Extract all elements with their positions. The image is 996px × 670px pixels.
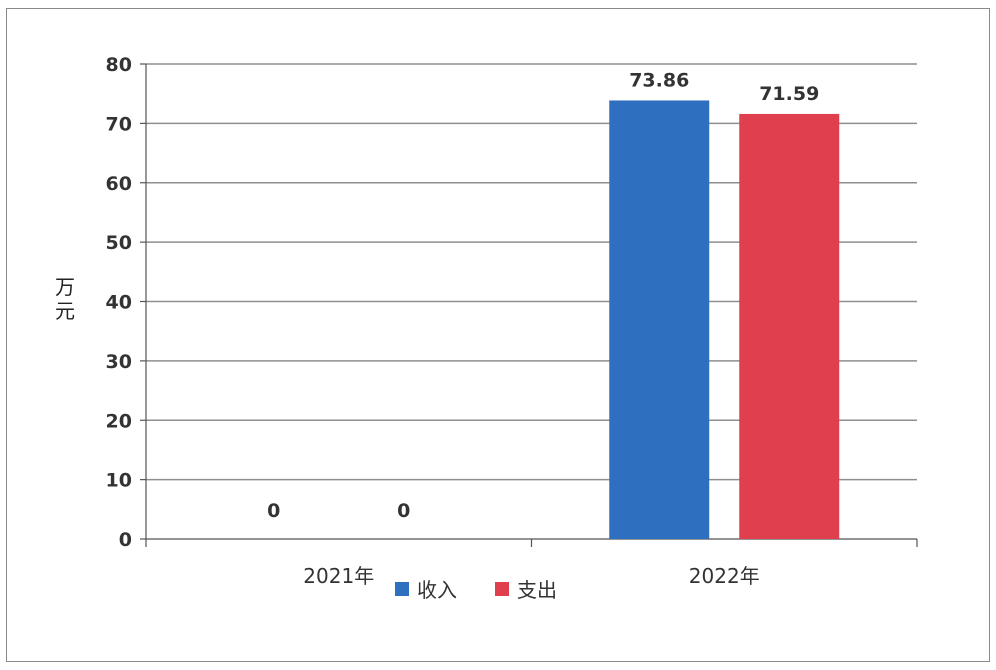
data-label-0-0: 0 <box>267 500 280 522</box>
x-tick-label-0: 2021年 <box>303 564 374 588</box>
data-label-1-1: 71.59 <box>759 83 819 105</box>
legend-label-1: 支出 <box>517 578 557 602</box>
y-tick-label-80: 80 <box>106 54 132 76</box>
bar-0-1 <box>609 100 710 540</box>
y-tick-label-20: 20 <box>106 410 132 432</box>
x-tick-label-1: 2022年 <box>689 564 760 588</box>
chart-frame: 0 10 20 30 40 50 60 70 80 万元 2021年 0 0 2022年 73.86 71.5… <box>6 8 990 662</box>
legend-swatch-0 <box>395 582 409 596</box>
y-tick-label-0: 0 <box>119 529 132 551</box>
bar-chart: 0 10 20 30 40 50 60 70 80 万元 2021年 0 0 2022年 73.86 71.5… <box>55 54 918 602</box>
y-tick-label-30: 30 <box>106 351 132 373</box>
legend-swatch-1 <box>495 582 509 596</box>
data-label-1-0: 0 <box>397 500 410 522</box>
data-label-0-1: 73.86 <box>629 69 689 91</box>
y-tick-label-10: 10 <box>106 470 132 492</box>
legend-label-0: 收入 <box>417 578 457 602</box>
y-tick-label-60: 60 <box>106 173 132 195</box>
y-tick-label-50: 50 <box>106 232 132 254</box>
bar-1-1 <box>739 113 840 539</box>
y-tick-label-70: 70 <box>106 113 132 135</box>
y-tick-label-40: 40 <box>106 292 132 314</box>
y-axis-label: 万元 <box>55 275 75 323</box>
